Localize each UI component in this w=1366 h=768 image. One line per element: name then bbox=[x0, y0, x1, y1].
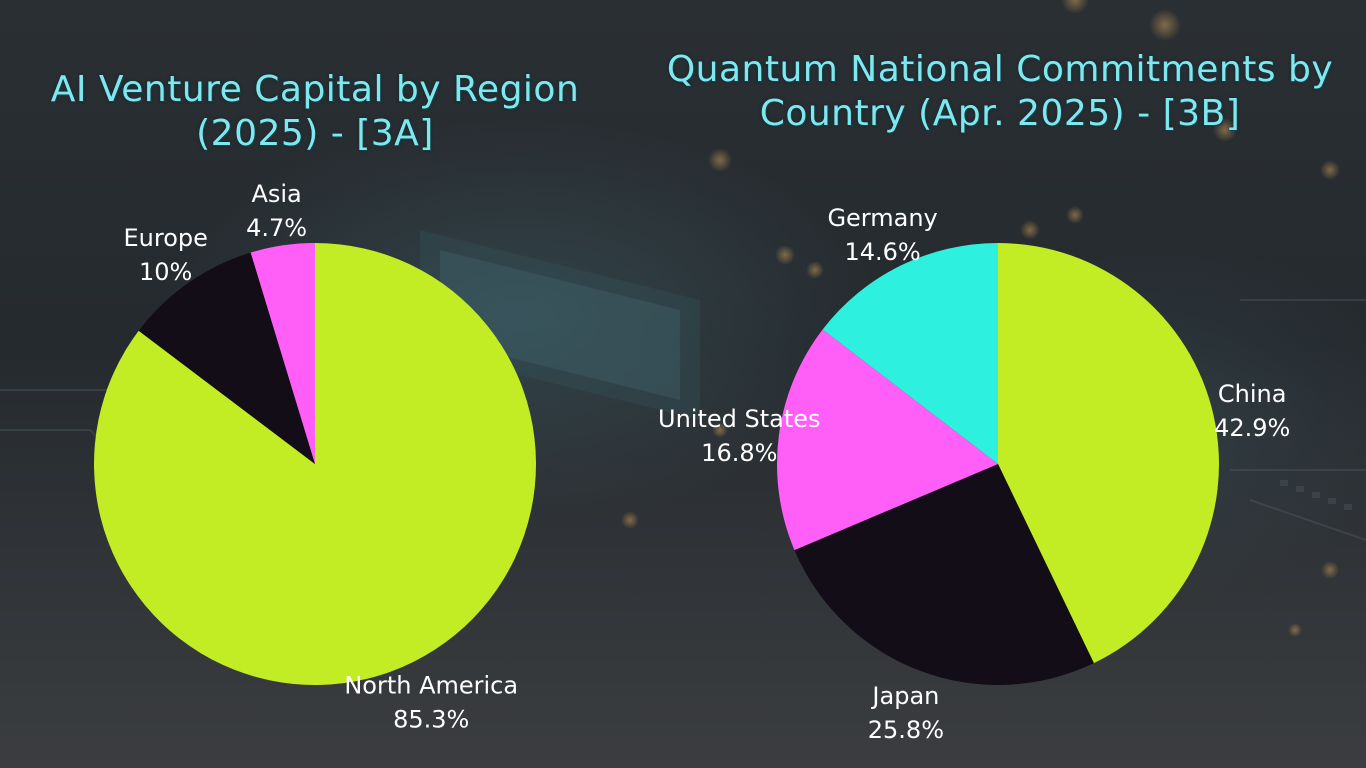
pie-slice-united-states bbox=[777, 329, 998, 551]
slice-value-label: 25.8% bbox=[868, 716, 944, 744]
pie-slice-europe bbox=[138, 252, 315, 464]
slice-name: Asia bbox=[251, 180, 301, 208]
pie-slice-china bbox=[998, 243, 1219, 664]
chart-title-quantum-commitments: Quantum National Commitments by Country … bbox=[666, 49, 1334, 134]
slice-label-europe: Europe 10% bbox=[123, 224, 207, 286]
slice-label-united-states: United States 16.8% bbox=[658, 405, 821, 467]
chart-title-ai-venture-capital: AI Venture Capital by Region (2025) - [3… bbox=[50, 69, 580, 154]
slice-name: United States bbox=[658, 405, 821, 433]
slice-value-label: 10% bbox=[139, 258, 192, 286]
pie-slice-germany bbox=[822, 242, 998, 464]
slice-value-label: 4.7% bbox=[246, 214, 307, 242]
pie-slice-asia bbox=[250, 243, 315, 464]
slice-value-label: 85.3% bbox=[393, 706, 469, 734]
slice-label-germany: Germany 14.6% bbox=[827, 204, 937, 266]
slice-label-asia: Asia 4.7% bbox=[246, 180, 307, 242]
pie-quantum bbox=[777, 242, 1219, 685]
pie-slice-japan bbox=[794, 464, 1094, 685]
pie-ai-vc bbox=[94, 243, 537, 685]
slice-name: Europe bbox=[123, 224, 207, 252]
slice-name: Japan bbox=[870, 682, 939, 710]
slice-name: North America bbox=[344, 672, 518, 700]
slice-value-label: 42.9% bbox=[1214, 414, 1290, 442]
slice-value-label: 14.6% bbox=[844, 238, 920, 266]
slice-label-north-america: North America 85.3% bbox=[344, 672, 518, 734]
slice-label-japan: Japan 25.8% bbox=[868, 682, 944, 744]
slice-value-label: 16.8% bbox=[701, 439, 777, 467]
slice-name: Germany bbox=[827, 204, 937, 232]
slice-label-china: China 42.9% bbox=[1214, 380, 1290, 442]
pie-slice-north-america bbox=[94, 243, 537, 685]
slice-name: China bbox=[1218, 380, 1287, 408]
